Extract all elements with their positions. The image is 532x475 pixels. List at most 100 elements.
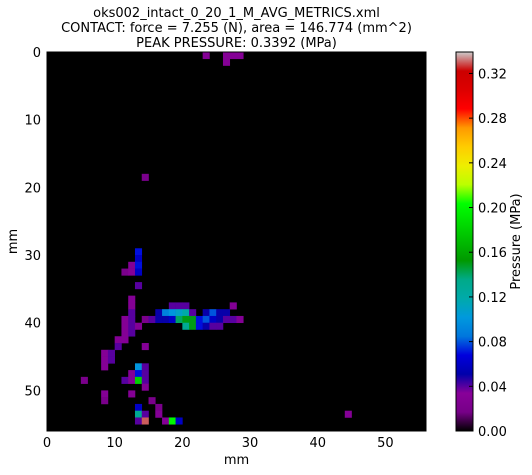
heatmap-cell (141, 343, 149, 351)
heatmap-cell (128, 302, 136, 310)
heatmap-cell (182, 315, 190, 324)
heatmap-cell (195, 315, 203, 324)
heatmap-cell (141, 410, 149, 418)
x-tick-label: 10 (106, 436, 123, 451)
heatmap-cell (128, 322, 136, 330)
heatmap-cell (128, 390, 136, 398)
heatmap-cell (209, 315, 217, 324)
heatmap-cell (202, 52, 210, 60)
y-tick-label: 40 (24, 317, 41, 332)
heatmap-cell (134, 410, 143, 418)
heatmap-cell (134, 363, 143, 371)
heatmap-cell (134, 370, 143, 378)
colorbar-tick-label: 0.28 (478, 112, 507, 127)
plot-frame (46, 51, 427, 432)
heatmap-cell (195, 322, 203, 330)
colorbar-tick-label: 0.24 (478, 157, 507, 172)
heatmap-cell (134, 268, 143, 276)
heatmap-cell (134, 248, 143, 256)
heatmap-cell (229, 315, 237, 324)
heatmap-cell (141, 173, 149, 181)
heatmap-cell (141, 315, 149, 324)
heatmap-cell (141, 376, 149, 384)
heatmap-cell (141, 370, 149, 378)
heatmap-cell (107, 356, 115, 364)
heatmap-cell (128, 376, 136, 384)
heatmap-cell (148, 397, 156, 405)
heatmap-cell (168, 309, 176, 317)
chart-title-line-3: PEAK PRESSURE: 0.3392 (MPa) (136, 36, 337, 51)
heatmap-cell (101, 349, 109, 357)
colorbar-tick-label: 0.32 (478, 67, 507, 82)
colorbar-tick-label: 0.00 (478, 425, 507, 440)
heatmap-cell (121, 315, 129, 324)
heatmap-cell (128, 268, 136, 276)
y-tick-label: 20 (24, 181, 41, 196)
heatmap-cell (202, 309, 210, 317)
heatmap-cell (216, 322, 224, 330)
x-tick-label: 40 (309, 436, 326, 451)
heatmap-cell (162, 417, 170, 425)
heatmap-cell (168, 302, 176, 310)
colorbar-label: Pressure (MPa) (509, 193, 524, 289)
x-axis-label: mm (224, 453, 249, 468)
heatmap-cell (344, 410, 352, 418)
heatmap-cell (229, 52, 237, 60)
heatmap-cell (175, 302, 183, 310)
heatmap-cell (121, 322, 129, 330)
heatmap-cell (134, 255, 143, 263)
heatmap-cell (134, 376, 143, 384)
heatmap-cell (155, 410, 163, 418)
heatmap-cell (189, 322, 197, 330)
y-tick-label: 30 (24, 249, 41, 264)
heatmap-cell (134, 261, 143, 269)
heatmap-cell (114, 336, 122, 344)
chart-title-line-2: CONTACT: force = 7.255 (N), area = 146.7… (61, 21, 412, 36)
heatmap-cell (114, 343, 122, 351)
heatmap-cell (134, 403, 143, 411)
heatmap-cell (222, 58, 231, 66)
heatmap-cell (229, 302, 237, 310)
colorbar-tick-label: 0.04 (478, 380, 507, 395)
heatmap-cell (175, 417, 183, 425)
heatmap-cell (175, 315, 183, 324)
heatmap-cell (134, 322, 143, 330)
heatmap-cell (121, 329, 129, 337)
heatmap-cell (202, 315, 210, 324)
heatmap-cell (101, 390, 109, 398)
heatmap-cell (107, 349, 115, 357)
heatmap-cell (134, 282, 143, 290)
heatmap-cell (121, 376, 129, 384)
heatmap-cell (121, 268, 129, 276)
x-tick-label: 0 (43, 436, 51, 451)
colorbar-tick-label: 0.20 (478, 202, 507, 217)
y-tick-label: 10 (24, 114, 41, 129)
heatmap-cell (141, 417, 149, 425)
heatmap-cell (222, 52, 231, 60)
heatmap-cell (182, 309, 190, 317)
heatmap-cell (141, 383, 149, 391)
heatmap-cell (182, 322, 190, 330)
heatmap-cell (168, 417, 176, 425)
colorbar (455, 51, 474, 432)
heatmap-cell (216, 309, 224, 317)
y-tick-label: 50 (24, 384, 41, 399)
x-tick-label: 50 (377, 436, 394, 451)
heatmap-cell (155, 309, 163, 317)
heatmap-cell (222, 309, 231, 317)
heatmap-cell (162, 309, 170, 317)
heatmap-cell (80, 376, 88, 384)
colorbar-tick-label: 0.16 (478, 246, 507, 261)
x-tick-label: 30 (242, 436, 259, 451)
heatmap-cell (148, 315, 156, 324)
heatmap-cell (202, 322, 210, 330)
x-tick-label: 20 (174, 436, 191, 451)
heatmap-cell (216, 315, 224, 324)
heatmap-cell (162, 315, 170, 324)
heatmap-cell (128, 315, 136, 324)
heatmap-cell (101, 397, 109, 405)
heatmap-cell (141, 363, 149, 371)
colorbar-tick-label: 0.08 (478, 336, 507, 351)
heatmap-cell (189, 315, 197, 324)
